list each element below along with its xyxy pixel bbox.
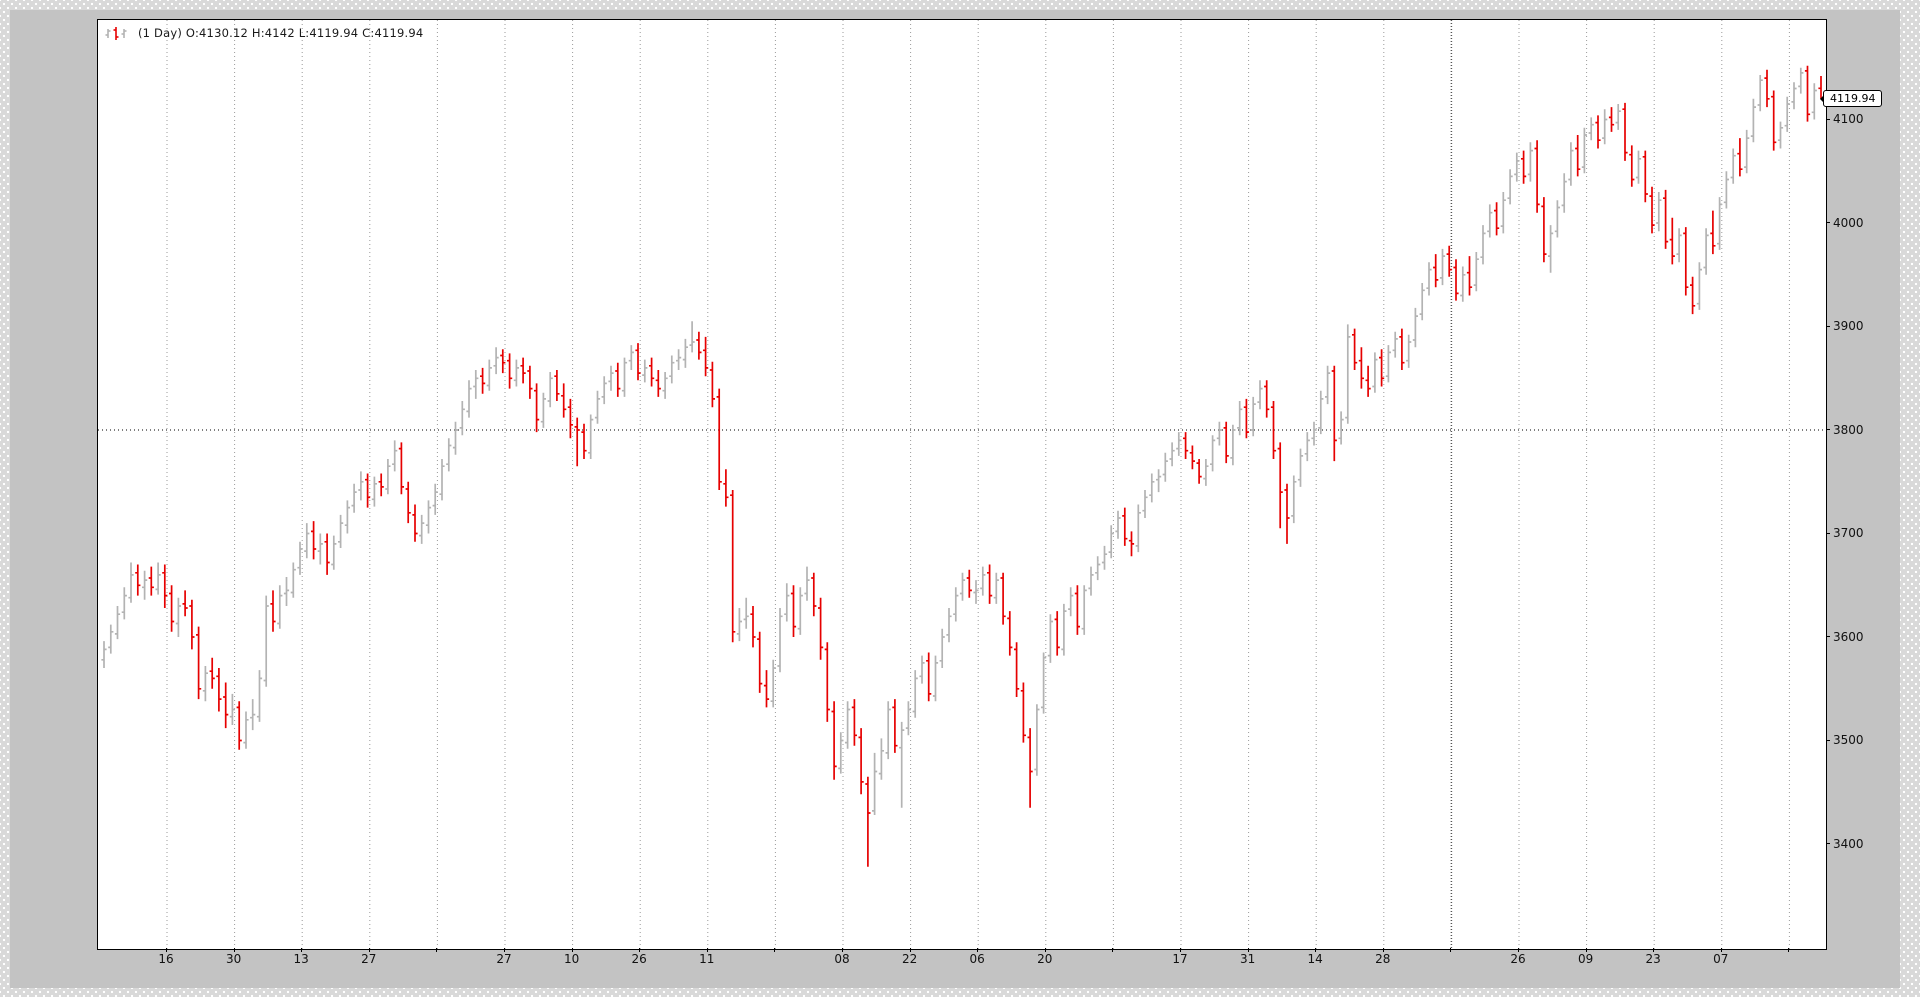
x-tick-label: 14 (1307, 952, 1323, 966)
x-tick-label: 31 (1239, 952, 1256, 966)
x-axis-tick (436, 948, 438, 952)
x-axis-tick (1518, 948, 1519, 952)
y-tick-label: 3400 (1833, 836, 1864, 851)
x-tick-label: 10 (563, 952, 580, 966)
ohlc-legend-icon (105, 26, 127, 40)
x-tick-label: 22 (901, 952, 918, 966)
x-axis-tick (233, 948, 235, 952)
x-axis-tick (706, 948, 708, 952)
x-tick-label: 30 (225, 952, 242, 966)
x-tick-label: 07 (1713, 952, 1729, 966)
x-tick-label: 26 (631, 952, 647, 966)
x-axis-tick (1247, 948, 1249, 952)
x-tick-label: 06 (969, 952, 985, 966)
x-axis-tick (368, 948, 370, 952)
legend-ohlc-text: (1 Day) O:4130.12 H:4142 L:4119.94 C:411… (138, 26, 424, 40)
y-tick-label: 3500 (1833, 733, 1864, 747)
y-axis-tick (1826, 739, 1830, 741)
x-axis-tick (639, 948, 641, 952)
y-tick-label: 3600 (1833, 629, 1864, 644)
x-tick-label: 26 (1510, 952, 1526, 966)
x-tick-label: 27 (496, 952, 512, 966)
y-axis-tick (1826, 118, 1830, 120)
x-tick-label: 11 (699, 952, 715, 966)
ohlc-chart[interactable] (98, 20, 1826, 949)
y-tick-label: 3900 (1833, 319, 1864, 333)
y-tick-label: 4100 (1833, 112, 1864, 126)
ohlc-down-bars (135, 65, 1824, 867)
x-tick-label: 13 (293, 952, 309, 966)
x-axis-tick (1315, 948, 1317, 952)
x-axis-tick (842, 948, 843, 952)
x-axis-tick (504, 948, 505, 952)
x-axis-tick (1180, 948, 1181, 952)
x-axis-tick (301, 948, 303, 952)
x-axis-tick (1044, 948, 1046, 952)
y-axis-tick (1826, 843, 1830, 844)
x-axis-tick (1720, 948, 1722, 952)
x-axis-tick (1112, 948, 1114, 952)
x-tick-label: 08 (834, 952, 850, 966)
y-axis-tick (1826, 532, 1830, 534)
y-tick-label: 3700 (1833, 526, 1864, 540)
x-tick-label: 27 (361, 952, 377, 966)
y-tick-label: 4000 (1833, 215, 1864, 230)
chart-legend: (1 Day) O:4130.12 H:4142 L:4119.94 C:411… (104, 25, 423, 41)
x-tick-label: 09 (1577, 952, 1594, 966)
x-axis-tick (774, 948, 776, 952)
x-tick-label: 16 (158, 952, 174, 966)
last-price-tag: 4119.94 (1820, 90, 1882, 107)
x-tick-label: 28 (1375, 952, 1391, 966)
x-axis-tick (1653, 948, 1655, 952)
x-axis-tick (1788, 948, 1790, 952)
y-tick-label: 3800 (1833, 422, 1864, 437)
plot-area (97, 19, 1827, 950)
x-tick-label: 17 (1172, 952, 1188, 966)
x-axis-tick (571, 948, 573, 952)
x-tick-label: 20 (1037, 952, 1053, 966)
x-axis-tick (909, 948, 911, 952)
x-axis-tick (1382, 948, 1384, 952)
x-tick-label: 23 (1645, 952, 1661, 966)
x-axis-tick (1450, 948, 1452, 952)
y-axis-tick (1826, 325, 1830, 327)
ohlc-up-bars (101, 67, 1817, 815)
y-axis-tick (1826, 636, 1830, 637)
x-axis-tick (977, 948, 979, 952)
y-axis-tick (1826, 429, 1830, 430)
x-axis-tick (166, 948, 167, 952)
x-axis-tick (1585, 948, 1587, 952)
y-axis-tick (1826, 222, 1830, 223)
